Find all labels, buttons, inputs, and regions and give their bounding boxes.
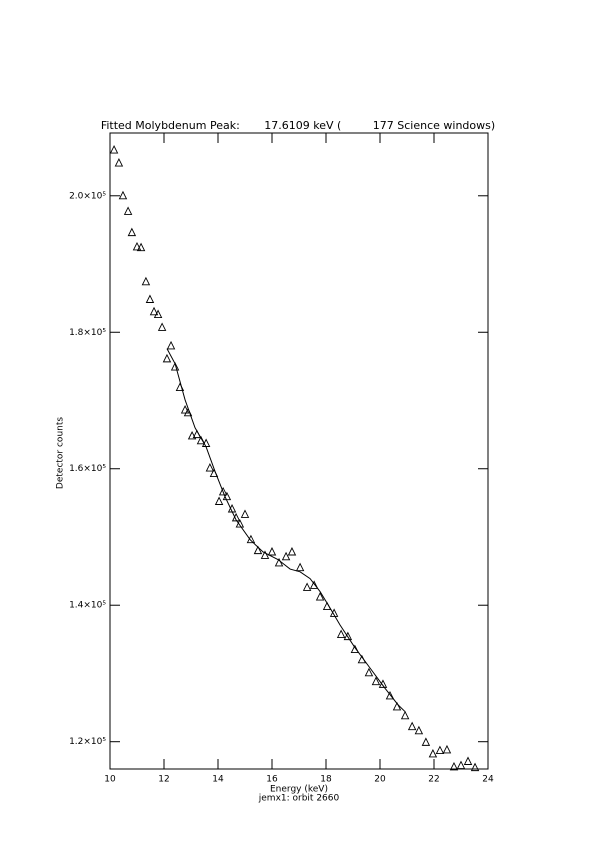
data-point: [315, 592, 325, 601]
data-point: [132, 241, 142, 251]
data-point: [170, 362, 180, 371]
data-point: [407, 721, 417, 731]
data-point: [302, 582, 312, 591]
data-point: [109, 145, 119, 154]
data-point: [187, 430, 197, 440]
x-tick-label: 18: [320, 775, 332, 785]
data-point: [153, 309, 163, 318]
y-tick-label: 1.6×10⁵: [69, 464, 106, 474]
x-tick-label: 20: [374, 775, 386, 785]
data-point: [274, 557, 284, 567]
data-point: [414, 725, 424, 735]
data-point: [123, 206, 133, 215]
data-point: [240, 509, 250, 518]
data-point: [400, 710, 410, 720]
data-point: [449, 761, 459, 771]
x-tick-label: 14: [212, 775, 224, 785]
y-tick-label: 1.4×10⁵: [69, 601, 106, 611]
data-point: [180, 405, 190, 414]
data-point: [309, 580, 319, 589]
data-point: [295, 562, 305, 572]
subtitle: jemx1: orbit 2660: [258, 794, 340, 804]
data-point: [329, 608, 339, 617]
fit-line: [166, 348, 406, 713]
data-point: [470, 762, 480, 772]
data-point: [267, 546, 277, 556]
data-point: [127, 227, 137, 237]
data-point: [149, 306, 159, 316]
data-point: [141, 276, 151, 286]
data-point: [114, 158, 124, 167]
data-point: [385, 690, 395, 700]
data-point: [364, 667, 374, 677]
data-point: [428, 748, 438, 758]
data-point: [166, 340, 176, 350]
y-axis-label: Detector counts: [56, 417, 66, 489]
data-point: [463, 756, 473, 765]
data-point: [253, 545, 263, 555]
data-point: [118, 190, 128, 200]
chart-title: Fitted Molybdenum Peak: 17.6109 keV ( 17…: [101, 119, 495, 132]
data-point: [145, 294, 155, 303]
data-point: [435, 745, 445, 755]
data-point: [260, 550, 270, 559]
y-tick-label: 1.8×10⁵: [69, 328, 106, 338]
data-point: [371, 676, 381, 686]
data-point: [421, 737, 431, 746]
data-point: [392, 701, 402, 711]
x-axis-label: Energy (keV): [270, 785, 328, 795]
x-tick-label: 10: [104, 775, 116, 785]
x-tick-label: 12: [158, 775, 169, 785]
data-point: [162, 353, 172, 363]
data-point: [157, 322, 167, 331]
x-tick-label: 22: [428, 775, 439, 785]
data-point: [456, 760, 466, 770]
data-point: [218, 486, 228, 496]
x-tick-label: 24: [482, 775, 494, 785]
data-point: [281, 551, 291, 561]
data-point: [336, 629, 346, 639]
plot-frame: [109, 132, 489, 770]
data-point: [205, 463, 215, 472]
data-point: [214, 496, 224, 505]
data-point: [136, 242, 146, 252]
data-point: [343, 631, 353, 641]
y-tick-label: 1.2×10⁵: [69, 737, 106, 747]
data-point: [287, 546, 297, 556]
x-tick-label: 16: [266, 775, 278, 785]
data-point: [442, 744, 452, 754]
y-tick-label: 2.0×10⁵: [69, 191, 106, 201]
